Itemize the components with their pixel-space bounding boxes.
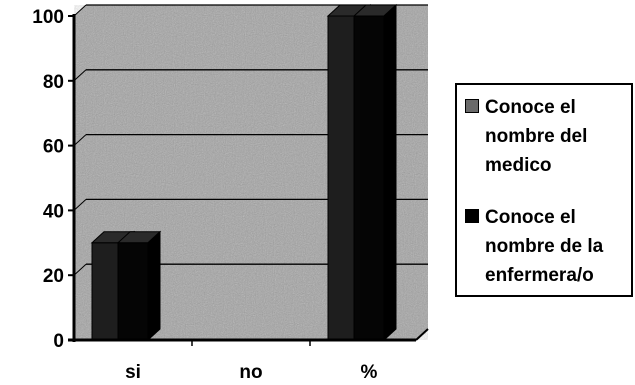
- y-tick-label-20: 20: [43, 266, 64, 287]
- y-tick-label-60: 60: [43, 137, 64, 158]
- y-tick-label-0: 0: [53, 331, 64, 352]
- bar-side-si-s1: [147, 230, 161, 342]
- y-tick-label-40: 40: [43, 201, 64, 222]
- x-axis-depth: [415, 328, 429, 341]
- legend-entry-enfermera: Conoce el nombre de la enfermera/o: [465, 203, 633, 290]
- x-category-label-1: no: [239, 362, 262, 383]
- bar-%-s1: [353, 15, 385, 341]
- y-tick-labels: 0 20 40 60 80 100: [32, 7, 74, 352]
- bars: [90, 3, 398, 342]
- y-tick-label-100: 100: [32, 7, 64, 28]
- gridline-diag-20: [73, 263, 87, 276]
- bar-side-%-s1: [383, 3, 397, 342]
- legend-swatch-enfermera: [465, 209, 479, 223]
- axes: [68, 14, 429, 346]
- x-category-label-2: %: [361, 362, 378, 383]
- bar-si-s1: [117, 242, 149, 341]
- gridline-diag-40: [73, 199, 87, 211]
- legend: Conoce el nombre del medico Conoce el no…: [455, 83, 633, 297]
- y-tick-label-80: 80: [43, 72, 64, 93]
- x-category-label-0: si: [125, 362, 141, 383]
- gridline-diag-80: [73, 69, 87, 82]
- gridline-diag-100: [73, 4, 87, 17]
- legend-label-medico: Conoce el nombre del medico: [485, 97, 588, 176]
- legend-swatch-medico: [465, 99, 479, 113]
- legend-label-enfermera: Conoce el nombre de la enfermera/o: [485, 207, 604, 286]
- x-category-labels: si no%: [125, 362, 377, 383]
- gridline-diag-60: [73, 134, 87, 146]
- legend-entry-medico: Conoce el nombre del medico: [465, 93, 633, 180]
